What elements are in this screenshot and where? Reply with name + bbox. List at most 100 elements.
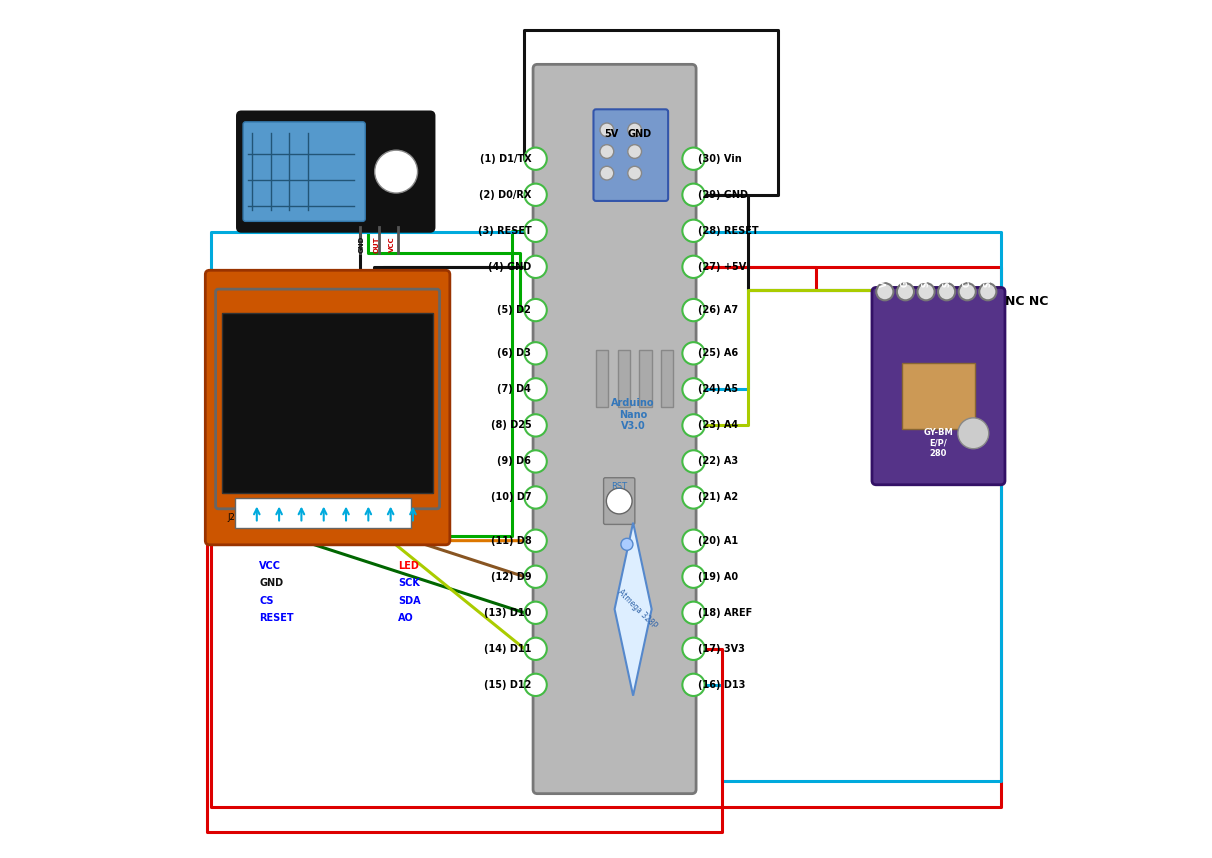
Text: (4) GND: (4) GND xyxy=(488,262,531,272)
Circle shape xyxy=(525,220,547,242)
Circle shape xyxy=(682,414,704,437)
Text: GND: GND xyxy=(259,578,284,589)
Text: GND: GND xyxy=(359,236,365,253)
Circle shape xyxy=(682,450,704,473)
Text: (22) A3: (22) A3 xyxy=(698,456,738,467)
Circle shape xyxy=(938,283,955,300)
Text: Arduino
Nano
V3.0: Arduino Nano V3.0 xyxy=(611,398,654,432)
Text: (11) D8: (11) D8 xyxy=(491,535,531,546)
Bar xyxy=(223,313,433,493)
Text: (29) GND: (29) GND xyxy=(698,190,748,200)
Circle shape xyxy=(682,342,704,365)
Circle shape xyxy=(525,450,547,473)
Circle shape xyxy=(525,342,547,365)
Text: (26) A7: (26) A7 xyxy=(698,305,738,315)
Circle shape xyxy=(628,123,641,136)
Circle shape xyxy=(525,299,547,321)
FancyBboxPatch shape xyxy=(244,122,365,221)
Circle shape xyxy=(682,184,704,206)
FancyBboxPatch shape xyxy=(533,64,696,794)
Text: CS: CS xyxy=(259,595,274,606)
Text: (20) A1: (20) A1 xyxy=(698,535,738,546)
Circle shape xyxy=(525,601,547,624)
Text: (12) D9: (12) D9 xyxy=(491,571,531,582)
Text: (14) D11: (14) D11 xyxy=(484,644,531,654)
Text: (2) D0/RX: (2) D0/RX xyxy=(479,190,531,200)
Text: (5) D2: (5) D2 xyxy=(497,305,531,315)
Circle shape xyxy=(979,283,996,300)
Circle shape xyxy=(682,256,704,278)
Text: VCC: VCC xyxy=(389,236,395,251)
Text: CSB: CSB xyxy=(962,270,972,287)
Circle shape xyxy=(600,166,613,180)
Circle shape xyxy=(525,565,547,588)
Text: (7) D4: (7) D4 xyxy=(497,384,531,395)
Circle shape xyxy=(525,148,547,170)
Bar xyxy=(618,350,630,408)
Circle shape xyxy=(917,283,934,300)
Circle shape xyxy=(876,283,893,300)
Text: OUT: OUT xyxy=(375,236,379,252)
Text: (6) D3: (6) D3 xyxy=(497,348,531,359)
Text: VCC: VCC xyxy=(880,270,890,287)
Circle shape xyxy=(682,220,704,242)
Circle shape xyxy=(525,184,547,206)
Circle shape xyxy=(682,378,704,401)
Text: Atmega 328P: Atmega 328P xyxy=(616,588,658,631)
Bar xyxy=(639,350,652,408)
Text: GY-BM
E/P/
280: GY-BM E/P/ 280 xyxy=(924,428,954,457)
Circle shape xyxy=(957,418,989,449)
Text: (19) A0: (19) A0 xyxy=(698,571,738,582)
Text: SCK: SCK xyxy=(399,578,421,589)
FancyBboxPatch shape xyxy=(205,270,450,545)
Circle shape xyxy=(682,674,704,696)
Polygon shape xyxy=(614,523,652,696)
Circle shape xyxy=(628,145,641,159)
Circle shape xyxy=(525,378,547,401)
Circle shape xyxy=(897,283,914,300)
Text: (28) RESET: (28) RESET xyxy=(698,226,759,236)
Circle shape xyxy=(600,145,613,159)
Text: (13) D10: (13) D10 xyxy=(484,607,531,618)
Text: RESET: RESET xyxy=(259,613,295,623)
Text: (24) A5: (24) A5 xyxy=(698,384,738,395)
Circle shape xyxy=(682,637,704,660)
Text: (10) D7: (10) D7 xyxy=(491,492,531,503)
Text: (15) D12: (15) D12 xyxy=(484,680,531,690)
FancyBboxPatch shape xyxy=(238,112,434,232)
Circle shape xyxy=(682,565,704,588)
Circle shape xyxy=(621,538,633,550)
Circle shape xyxy=(525,637,547,660)
Text: SCL: SCL xyxy=(921,271,931,287)
Text: (17) 3V3: (17) 3V3 xyxy=(698,644,744,654)
Circle shape xyxy=(682,486,704,509)
Text: (18) AREF: (18) AREF xyxy=(698,607,753,618)
Bar xyxy=(902,363,974,429)
Text: RST: RST xyxy=(611,482,628,491)
Text: (1) D1/TX: (1) D1/TX xyxy=(480,154,531,164)
Text: GND: GND xyxy=(628,129,651,138)
FancyBboxPatch shape xyxy=(604,478,635,524)
Bar xyxy=(596,350,608,408)
Text: SDA: SDA xyxy=(399,595,421,606)
Text: SDA: SDA xyxy=(942,269,951,287)
Circle shape xyxy=(682,148,704,170)
Text: (8) D25: (8) D25 xyxy=(491,420,531,431)
Circle shape xyxy=(525,486,547,509)
Text: LED: LED xyxy=(399,561,419,571)
Text: GND: GND xyxy=(901,269,910,287)
FancyBboxPatch shape xyxy=(594,109,668,201)
Circle shape xyxy=(375,150,418,193)
Text: VCC: VCC xyxy=(259,561,281,571)
FancyBboxPatch shape xyxy=(871,287,1005,485)
Circle shape xyxy=(525,674,547,696)
Text: (27) +5V: (27) +5V xyxy=(698,262,747,272)
Circle shape xyxy=(682,529,704,552)
Bar xyxy=(235,498,411,528)
Text: (9) D6: (9) D6 xyxy=(497,456,531,467)
Circle shape xyxy=(525,414,547,437)
Text: (25) A6: (25) A6 xyxy=(698,348,738,359)
Circle shape xyxy=(682,601,704,624)
Circle shape xyxy=(525,529,547,552)
Text: (16) D13: (16) D13 xyxy=(698,680,745,690)
